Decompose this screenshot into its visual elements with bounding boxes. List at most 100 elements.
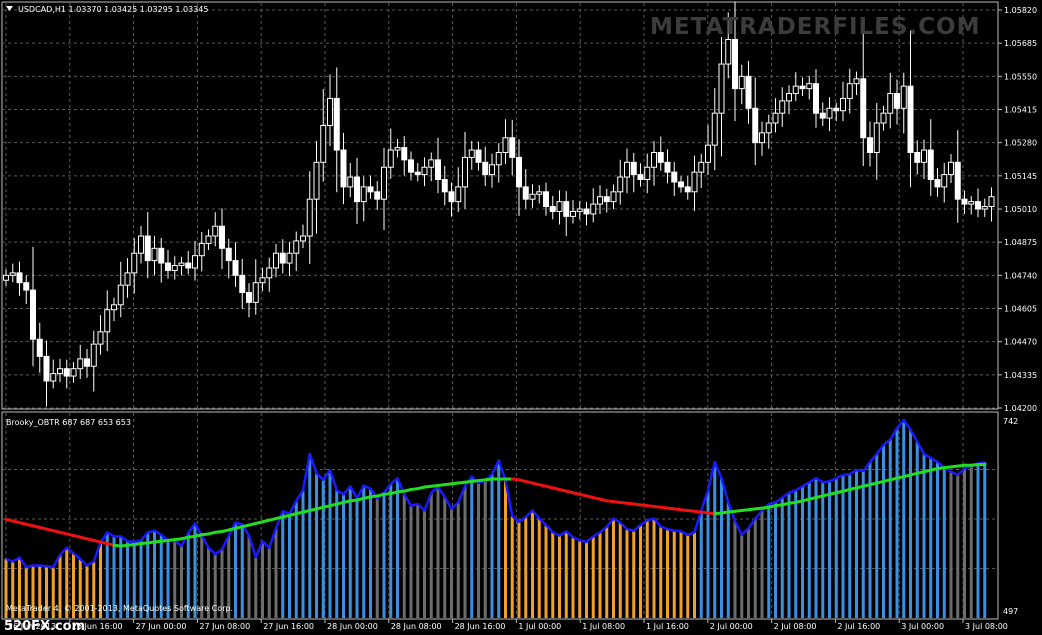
- candle-bull: [988, 196, 995, 208]
- main-price-panel[interactable]: 1.05820 1.05685 1.05550 1.05415 1.05280 1.051…: [1, 1, 1037, 413]
- price-tick-label: 1.05685: [1004, 39, 1037, 48]
- candle-bull: [468, 149, 475, 158]
- histogram-bar: [328, 470, 332, 618]
- histogram-bar: [868, 462, 872, 618]
- candle-bull: [590, 203, 597, 215]
- histogram-bar: [571, 537, 575, 618]
- candle-bear: [279, 252, 286, 264]
- candle-bear: [860, 78, 867, 139]
- candle-bull: [948, 161, 954, 176]
- histogram-bar: [922, 453, 926, 618]
- histogram-bar: [38, 565, 42, 618]
- histogram-bar: [240, 524, 244, 618]
- indicator-scale-top: 742: [1003, 417, 1018, 426]
- candle-bear: [441, 179, 448, 193]
- candle-bear: [745, 75, 752, 109]
- candle-bear: [435, 159, 441, 181]
- indicator-panel[interactable]: Brooky_OBTR 687 687 653 653 742 497 Meta…: [1, 411, 1018, 620]
- copyright-text: MetaTrader 4, © 2001-2013, MetaQuotes So…: [6, 604, 233, 613]
- candle-bull: [273, 252, 279, 269]
- histogram-bar: [362, 485, 366, 618]
- candle-bull: [786, 93, 792, 102]
- histogram-bar: [983, 462, 987, 618]
- histogram-bar: [564, 531, 568, 618]
- histogram-bar: [848, 474, 852, 618]
- histogram-bar: [794, 490, 798, 618]
- histogram-bar: [416, 504, 420, 618]
- candle-bear: [927, 149, 934, 181]
- histogram-bar: [814, 478, 818, 618]
- histogram-bar: [780, 497, 784, 618]
- time-tick-label: 1 Jul 08:00: [582, 622, 625, 631]
- histogram-bar: [294, 500, 298, 618]
- candle-bull: [495, 151, 502, 166]
- histogram-bar: [18, 557, 21, 618]
- symbol-header: USDCAD,H1 1.03370 1.03425 1.03295 1.0334…: [18, 5, 208, 14]
- histogram-bar: [382, 492, 386, 618]
- candle-bull: [576, 208, 583, 212]
- candle-bull: [921, 149, 927, 163]
- price-tick-label: 1.04200: [1004, 404, 1037, 413]
- candle-bull: [570, 210, 576, 217]
- histogram-bar: [936, 462, 939, 618]
- candle-bull: [9, 272, 16, 276]
- histogram-bar: [72, 553, 75, 618]
- price-tick-label: 1.05820: [1004, 6, 1037, 15]
- histogram-bar: [281, 511, 285, 618]
- histogram-bar: [193, 523, 197, 618]
- candle-bull: [138, 235, 144, 254]
- price-tick-label: 1.05145: [1004, 172, 1037, 181]
- price-tick-label: 1.05280: [1004, 139, 1037, 148]
- histogram-bar: [396, 478, 399, 618]
- histogram-bar: [301, 490, 305, 618]
- histogram-bar: [747, 528, 750, 618]
- time-tick-label: 26 Jun 16:00: [72, 622, 123, 631]
- histogram-bar: [888, 439, 892, 618]
- histogram-bar: [720, 478, 723, 618]
- histogram-bar: [200, 535, 204, 618]
- candle-bull: [779, 100, 786, 114]
- candle-bull: [502, 137, 509, 153]
- dropdown-triangle-icon[interactable]: [6, 6, 13, 11]
- histogram-bar: [220, 549, 224, 618]
- histogram-bar: [207, 547, 210, 618]
- histogram-bar: [882, 445, 885, 618]
- candle-bull: [428, 159, 435, 168]
- histogram-bar: [787, 492, 791, 618]
- histogram-bar: [632, 530, 636, 618]
- candle-bear: [799, 85, 806, 90]
- price-tick-label: 1.04875: [1004, 238, 1037, 247]
- candle-bull: [57, 368, 63, 375]
- candle-bear: [401, 147, 408, 161]
- histogram-bar: [31, 565, 35, 618]
- candle-bear: [543, 191, 549, 208]
- candle-bull: [266, 267, 273, 279]
- histogram-bar: [726, 502, 730, 618]
- candle-bull: [880, 112, 887, 124]
- candle-bear: [374, 191, 381, 200]
- histogram-bar: [969, 466, 973, 618]
- histogram-bar: [909, 429, 912, 618]
- price-tick-label: 1.04335: [1004, 371, 1037, 380]
- histogram-bar: [139, 540, 143, 618]
- histogram-bar: [902, 420, 906, 618]
- candle-bear: [833, 107, 840, 112]
- price-tick-label: 1.05415: [1004, 106, 1037, 115]
- candle-bull: [489, 164, 495, 176]
- candle-bull: [124, 272, 131, 286]
- time-tick-label: 3 Jul 00:00: [901, 622, 944, 631]
- candle-bull: [3, 274, 9, 281]
- histogram-bar: [578, 540, 582, 618]
- histogram-bar: [942, 467, 946, 618]
- candle-bull: [387, 149, 394, 168]
- histogram-bar: [693, 532, 696, 618]
- candle-bear: [414, 171, 421, 176]
- candle-bear: [657, 151, 664, 163]
- histogram-bar: [24, 567, 28, 618]
- histogram-bar: [490, 474, 494, 618]
- candle-bull: [705, 144, 711, 163]
- histogram-bar: [612, 518, 615, 618]
- candle-bear: [914, 151, 921, 163]
- candle-bear: [867, 137, 873, 153]
